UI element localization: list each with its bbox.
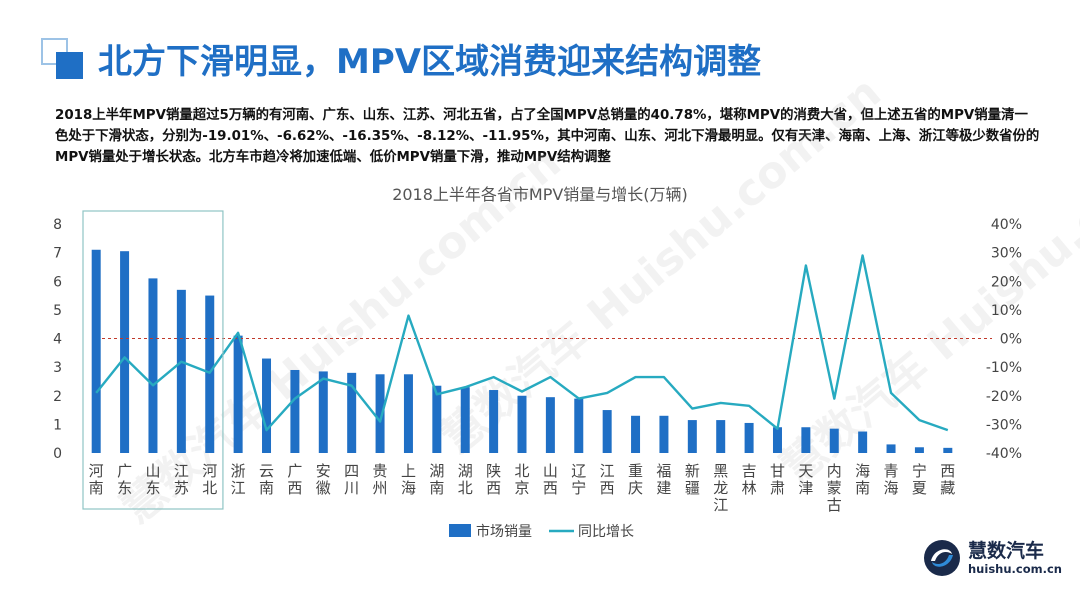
category-label: 海南 [855,462,870,497]
y-left-tick-label: 4 [53,332,62,348]
category-label: 福建 [656,462,671,497]
category-label: 湖北 [458,462,473,497]
bar [772,427,782,453]
bar [375,374,385,453]
y-right-tick-label: 10% [991,303,1022,319]
bar [801,427,811,453]
page-title: 北方下滑明显，MPV区域消费迎来结构调整 [98,42,762,82]
legend-bar-label: 市场销量 [476,523,532,540]
y-right-tick-label: -40% [986,446,1022,462]
y-right-tick-label: 20% [991,274,1022,290]
category-label: 河南 [89,462,104,497]
bar [659,415,669,453]
bar [403,374,413,453]
category-label: 新疆 [685,462,700,497]
y-left-tick-label: 1 [53,417,62,433]
highlight-box [82,210,224,510]
title-decoration-outline [41,38,68,65]
category-label: 山西 [543,462,558,497]
bar [943,447,953,453]
bar [574,398,584,453]
bar [318,371,328,453]
bar [631,415,641,453]
bar [460,387,470,453]
category-label: 天津 [798,462,813,497]
category-label: 河北 [202,462,217,497]
brand-logo: 慧数汽车 huishu.com.cn [922,534,1062,582]
bar [489,390,499,453]
logo-swirl-icon [924,540,960,576]
legend-bar-swatch [449,524,471,537]
bar [687,420,697,453]
bar [545,397,555,453]
y-left-tick-label: 3 [53,360,62,376]
y-right-tick-label: -30% [986,417,1022,433]
category-label: 安徽 [316,462,331,497]
y-right-tick-label: -10% [986,360,1022,376]
category-label: 上海 [401,462,416,497]
category-label: 青海 [884,462,899,497]
y-right-tick-label: 40% [991,217,1022,233]
category-label: 山东 [145,462,160,497]
category-label: 宁夏 [912,462,927,497]
bar [120,251,130,453]
bar [886,444,896,453]
category-label: 江苏 [174,462,189,497]
category-label: 云南 [259,462,274,497]
y-right-tick-label: -20% [986,389,1022,405]
bar [176,289,186,453]
title-decoration-square [56,52,83,79]
category-label: 重庆 [628,462,643,497]
bar [205,295,215,453]
category-label: 北京 [514,462,529,497]
y-right-tick-label: 30% [991,246,1022,262]
logo-url: huishu.com.cn [968,562,1062,576]
bar [858,431,868,453]
category-label: 辽宁 [571,462,586,497]
intro-paragraph: 2018上半年MPV销量超过5万辆的有河南、广东、山东、江苏、河北五省，占了全国… [55,108,1040,165]
bar [602,410,612,453]
category-label: 西藏 [940,462,955,497]
category-label: 浙江 [231,462,246,497]
category-label: 黑龙江 [713,462,728,514]
category-label: 湖南 [429,462,444,497]
bar [914,447,924,453]
category-label: 吉林 [742,462,757,497]
bar [744,422,754,453]
category-label: 贵州 [373,462,388,497]
chart-title: 2018上半年各省市MPV销量与增长(万辆) [392,185,688,204]
bar [233,335,243,453]
legend-line-label: 同比增长 [578,524,634,540]
category-label: 广西 [287,462,302,497]
bar [262,358,272,453]
bar [290,369,300,453]
logo-name: 慧数汽车 [968,540,1045,562]
y-left-tick-label: 7 [53,246,62,262]
bar [148,278,158,453]
category-label: 广东 [117,462,132,497]
y-left-tick-label: 5 [53,303,62,319]
bar [716,420,726,453]
y-right-tick-label: 0% [1000,332,1022,348]
category-label: 陕西 [486,462,501,497]
category-label: 江西 [600,462,615,497]
bar [347,372,357,453]
y-left-tick-label: 8 [53,217,62,233]
bar [829,428,839,453]
growth-series-line [95,254,949,432]
y-left-tick-label: 0 [53,446,62,462]
y-left-tick-label: 2 [53,389,62,405]
bar [432,385,442,453]
category-label: 四川 [344,462,359,497]
category-label: 内蒙古 [827,462,842,514]
bar [91,249,101,453]
y-left-tick-label: 6 [53,274,62,290]
category-label: 甘肃 [770,462,785,497]
bar [517,395,527,453]
